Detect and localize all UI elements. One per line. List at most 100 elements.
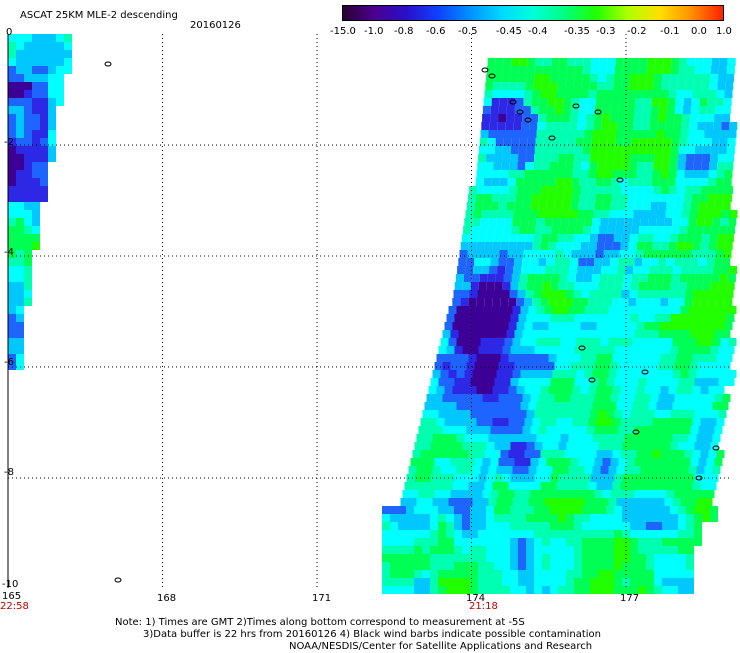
wind-cell [625,210,634,218]
wind-cell [48,114,56,122]
wind-cell [590,346,599,354]
wind-cell [520,218,529,226]
wind-cell [548,450,557,458]
wind-cell [24,210,32,218]
wind-cell [645,162,654,170]
wind-cell [462,562,470,570]
wind-cell [526,506,534,514]
wind-cell [398,578,406,586]
wind-cell [684,242,693,250]
wind-cell [554,394,563,402]
wind-cell [716,418,725,426]
wind-cell [590,522,598,530]
wind-cell [526,538,534,546]
wind-cell [630,474,639,482]
wind-cell [492,298,501,306]
wind-cell [662,562,670,570]
wind-cell [682,330,691,338]
wind-cell [462,282,471,290]
wind-cell [604,170,613,178]
wind-cell [599,58,608,66]
wind-cell [610,114,619,122]
wind-cell [606,586,614,594]
wind-cell [442,426,451,434]
wind-cell [714,426,723,434]
wind-cell [646,530,654,538]
wind-cell [502,570,510,578]
wind-cell [466,202,475,210]
wind-cell [727,138,736,146]
wind-cell [630,410,639,418]
wind-cell [8,178,16,186]
wind-cell [555,250,564,258]
wind-cell [523,194,532,202]
wind-cell [515,98,524,106]
wind-cell [717,290,726,298]
wind-cell [620,322,629,330]
wind-cell [446,506,454,514]
wind-cell [589,186,598,194]
wind-cell [562,106,571,114]
wind-cell [636,418,645,426]
wind-cell [529,266,538,274]
wind-cell [684,386,693,394]
wind-cell [648,434,657,442]
wind-cell [528,338,537,346]
wind-cell [32,98,40,106]
wind-cell [602,490,611,498]
wind-cell [646,66,655,74]
wind-cell [644,450,653,458]
wind-cell [708,170,717,178]
wind-cell [686,146,695,154]
wind-cell [710,514,718,522]
time-label: 22:58 [0,601,29,612]
wind-cell [454,578,462,586]
wind-cell [470,586,478,594]
wind-cell [24,178,32,186]
wind-cell [550,522,558,530]
wind-cell [560,130,569,138]
wind-cell [438,506,446,514]
wind-cell [608,130,617,138]
wind-cell [24,274,32,282]
wind-cell [574,346,583,354]
wind-cell [502,66,511,74]
wind-cell [688,218,697,226]
wind-cell [486,442,495,450]
wind-cell [631,226,640,234]
wind-cell [518,530,526,538]
wind-cell [456,498,465,506]
wind-cell [518,522,526,530]
wind-cell [591,58,600,66]
wind-cell [616,434,625,442]
wind-cell [666,258,675,266]
wind-cell [504,338,513,346]
wind-cell [653,234,662,242]
wind-cell [8,170,16,178]
wind-cell [662,570,670,578]
wind-cell [16,266,24,274]
wind-cell [526,346,535,354]
wind-cell [554,458,563,466]
wind-cell [574,514,582,522]
wind-cell [434,394,443,402]
wind-cell [618,426,627,434]
wind-cell [656,338,665,346]
wind-cell [595,194,604,202]
wind-cell [544,338,553,346]
wind-cell [718,282,727,290]
wind-cell [16,98,24,106]
wind-cell [729,210,738,218]
wind-cell [638,514,646,522]
wind-cell [494,514,502,522]
wind-cell [566,66,575,74]
wind-cell [538,362,547,370]
wind-cell [625,266,634,274]
wind-cell [438,522,446,530]
wind-cell [624,338,633,346]
wind-cell [588,242,597,250]
wind-cell [16,178,24,186]
wind-cell [434,362,443,370]
wind-cell [689,122,698,130]
